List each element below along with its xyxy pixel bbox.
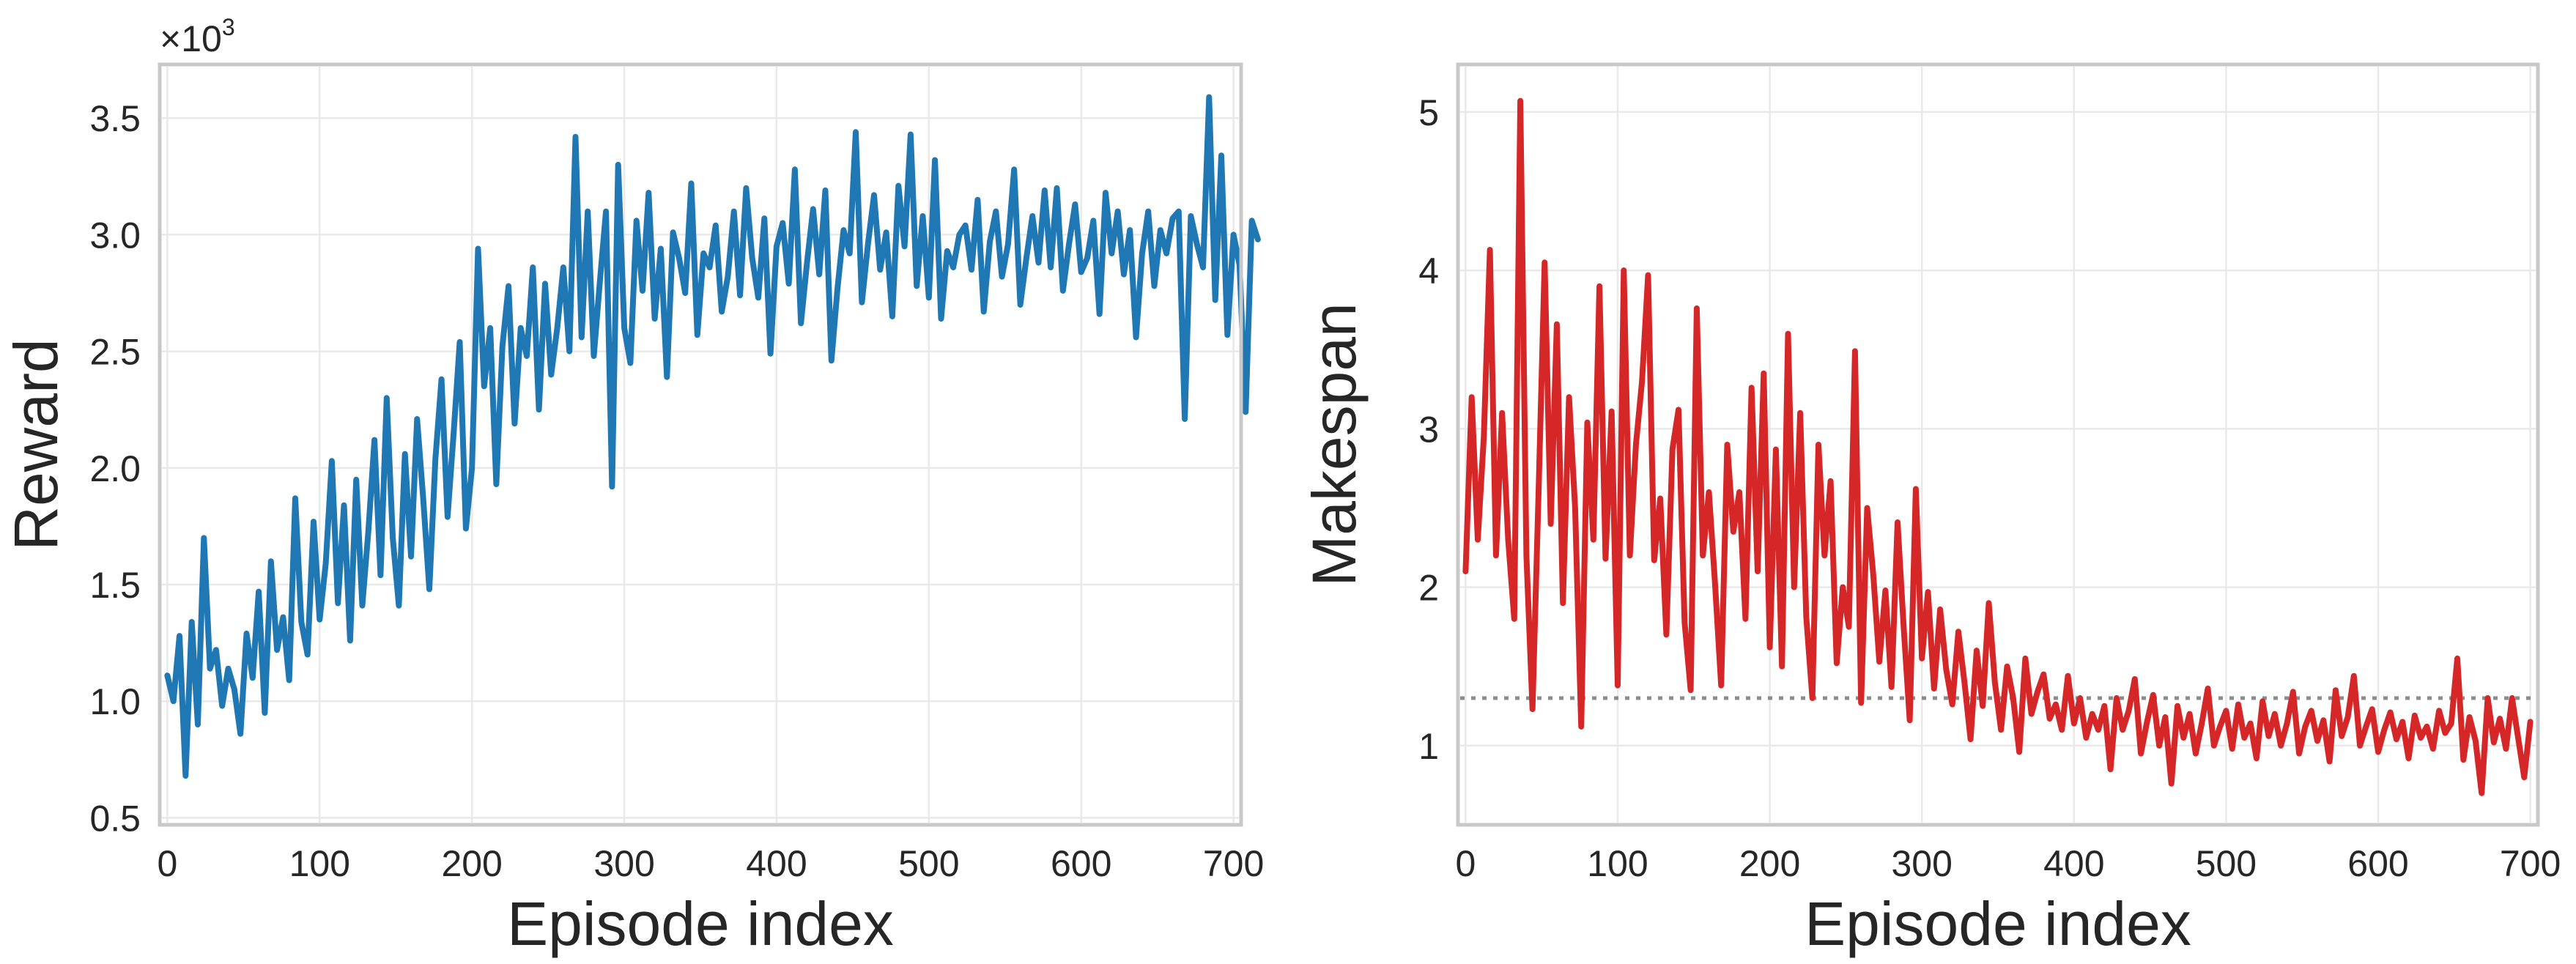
x-tick-label: 0 xyxy=(157,843,177,884)
x-tick-label: 300 xyxy=(593,843,654,884)
y-tick-label: 3.0 xyxy=(89,215,141,256)
data-series-line xyxy=(164,94,1261,779)
x-tick-label: 100 xyxy=(1587,843,1648,884)
y-tick-label: 2 xyxy=(1418,568,1439,609)
x-axis-label: Episode index xyxy=(507,889,894,958)
x-tick-label: 200 xyxy=(441,843,502,884)
x-tick-label: 0 xyxy=(1455,843,1476,884)
y-tick-label: 1.5 xyxy=(89,565,141,606)
y-tick-label: 1 xyxy=(1418,726,1439,767)
y-axis-offset-text: ×103 xyxy=(160,14,235,59)
plot-frame xyxy=(158,62,1243,827)
y-tick-label: 4 xyxy=(1418,251,1439,292)
x-tick-label: 700 xyxy=(2500,843,2561,884)
y-tick-label: 0.5 xyxy=(89,798,141,839)
reward-chart-panel: 0 100 200 300 400 500 600 700 0.5 1.0 1.5 2.0 2.5 3.0… xyxy=(1,14,1264,958)
x-tick-label: 400 xyxy=(2043,843,2104,884)
x-tick-label: 700 xyxy=(1203,843,1264,884)
x-tick-label: 200 xyxy=(1739,843,1800,884)
x-tick-label: 400 xyxy=(746,843,807,884)
x-axis-label: Episode index xyxy=(1805,889,2191,958)
x-tick-label: 600 xyxy=(2347,843,2408,884)
x-tick-label: 500 xyxy=(898,843,959,884)
y-axis-label: Makespan xyxy=(1300,303,1369,587)
x-tick-label: 100 xyxy=(289,843,350,884)
y-tick-label: 3 xyxy=(1418,409,1439,450)
y-tick-label: 3.5 xyxy=(89,98,141,139)
y-axis-label: Reward xyxy=(1,338,70,550)
x-tick-label: 600 xyxy=(1051,843,1111,884)
makespan-chart-panel: 0 100 200 300 400 500 600 700 1 2 3 4 5 Episode index… xyxy=(1300,62,2561,958)
x-tick-label: 500 xyxy=(2196,843,2257,884)
y-tick-label: 1.0 xyxy=(89,681,141,722)
x-tick-label: 300 xyxy=(1891,843,1952,884)
y-tick-label: 2.0 xyxy=(89,448,141,489)
data-series-line xyxy=(1462,97,2534,796)
y-tick-label: 5 xyxy=(1418,92,1439,133)
plot-frame xyxy=(1456,62,2540,827)
y-axis-offset-exponent: 3 xyxy=(222,14,235,40)
plot-area xyxy=(158,62,1243,827)
y-tick-label: 2.5 xyxy=(89,332,141,373)
